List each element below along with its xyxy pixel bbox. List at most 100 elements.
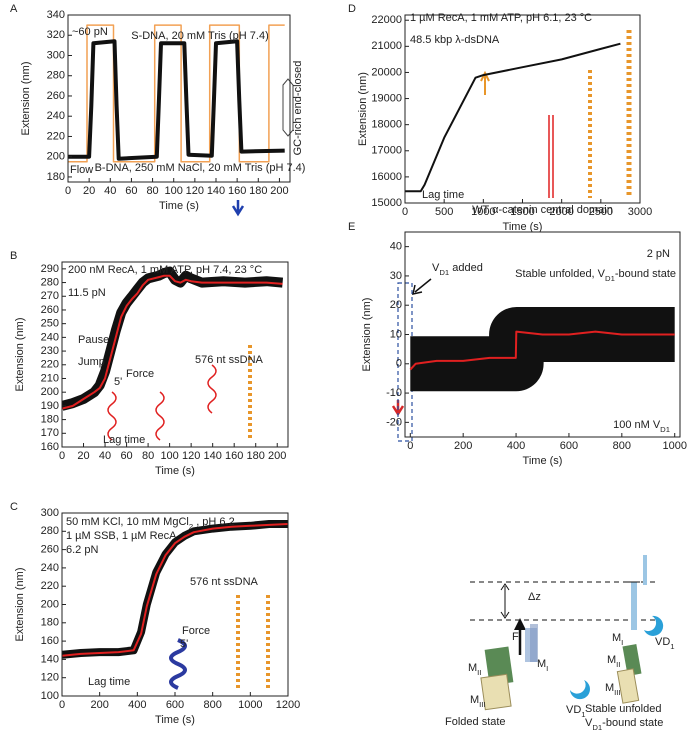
annotation: 100 nM VD1 (613, 419, 670, 434)
y-tick-label: 280 (47, 70, 65, 82)
annotation: 1 µM RecA, 1 mM ATP, pH 6.1, 23 °C (410, 12, 592, 24)
plot-area (405, 307, 675, 392)
annotation: Lag time (422, 189, 464, 201)
diagram-label-part: M (537, 658, 546, 670)
y-tick-label: -20 (386, 416, 402, 428)
chart-title: WT α-catenin central domain (472, 204, 613, 216)
annotation: 11.5 pN (68, 287, 106, 299)
x-tick-label: 180 (247, 450, 265, 462)
y-tick-label: 280 (41, 525, 59, 537)
annotation: 5' (180, 638, 188, 650)
annotation-part: , pH 6.2 (193, 516, 235, 528)
x-axis-label: Time (s) (155, 714, 195, 726)
y-tick-label: 180 (41, 617, 59, 629)
x-tick-label: 1000 (238, 699, 262, 711)
diagram-label-part: -bound state (602, 717, 663, 729)
diagram-label: VD1 (655, 636, 675, 651)
diagram-label-part: M (468, 662, 477, 674)
x-tick-label: 200 (90, 699, 108, 711)
x-tick-label: 500 (435, 206, 453, 218)
annotation: 1 µM SSB, 1 µM RecA (66, 530, 177, 542)
annotation: 50 mM KCl, 10 mM MgCl2 , pH 6.2 (66, 516, 235, 531)
panel-label: E (348, 221, 355, 233)
diagram-label: MIII (470, 694, 486, 709)
x-tick-label: 0 (59, 450, 65, 462)
annotation: Flow (70, 164, 93, 176)
x-axis-label: Time (s) (155, 465, 195, 477)
x-tick-label: 60 (125, 185, 137, 197)
diagram-label-part: V (585, 717, 593, 729)
y-tick-label: 220 (47, 130, 65, 142)
annotation: 576 nt ssDNA (195, 354, 264, 366)
y-tick-label: 240 (41, 562, 59, 574)
x-tick-label: 400 (507, 440, 525, 452)
y-tick-label: 16000 (371, 171, 402, 183)
diagram-label: Stable unfolded (585, 703, 661, 715)
annotation: Force (182, 625, 210, 637)
y-tick-label: 30 (390, 270, 402, 282)
x-tick-label: 140 (203, 450, 221, 462)
x-tick-label: 120 (186, 185, 204, 197)
y-tick-label: 240 (47, 110, 65, 122)
diagram-label-part: III (614, 688, 620, 697)
x-tick-label: 600 (166, 699, 184, 711)
x-tick-label: 0 (59, 699, 65, 711)
y-tick-label: 120 (41, 672, 59, 684)
x-axis-label: Time (s) (159, 200, 199, 212)
annotation: Stable unfolded, VD1-bound state (515, 268, 676, 283)
x-tick-label: 40 (104, 185, 116, 197)
y-tick-label: 180 (47, 171, 65, 183)
x-tick-label: 600 (560, 440, 578, 452)
diagram-label-part: III (479, 700, 485, 709)
y-tick-label: -10 (386, 387, 402, 399)
diagram-label-part: M (607, 654, 616, 666)
diagram-label: MI (537, 658, 548, 673)
x-tick-label: 1000 (662, 440, 686, 452)
panel-label: C (10, 501, 18, 513)
y-tick-label: 22000 (371, 14, 402, 26)
annotation: 5' (114, 376, 122, 388)
y-tick-label: 260 (41, 544, 59, 556)
y-tick-label: 300 (41, 507, 59, 519)
annotation-part: added (449, 262, 483, 274)
y-tick-label: 260 (41, 304, 59, 316)
y-tick-label: 260 (47, 90, 65, 102)
diagram-label: Δz (528, 591, 541, 603)
annotation-part: D1 (605, 274, 615, 283)
y-tick-label: 320 (47, 29, 65, 41)
x-tick-label: 60 (120, 450, 132, 462)
diagram-label-part: VD (566, 704, 581, 716)
y-tick-label: 170 (41, 427, 59, 439)
y-tick-label: 200 (41, 386, 59, 398)
x-tick-label: 0 (407, 440, 413, 452)
x-tick-label: 1200 (276, 699, 300, 711)
cartoons (107, 30, 632, 690)
series-line (68, 24, 285, 163)
series-line (62, 274, 283, 410)
series-line (409, 330, 675, 371)
x-tick-label: 200 (268, 450, 286, 462)
y-tick-label: 160 (41, 441, 59, 453)
x-tick-label: 100 (160, 450, 178, 462)
y-tick-label: 180 (41, 413, 59, 425)
x-tick-label: 1500 (510, 206, 534, 218)
annotation: 2 pN (647, 248, 670, 260)
axes-frame (67, 14, 291, 183)
annotation-part: -bound state (615, 268, 676, 280)
plot-area (68, 24, 285, 163)
y-tick-label: 230 (41, 345, 59, 357)
annotation-part: 2 (189, 522, 193, 531)
diagram-label: MI (612, 632, 623, 647)
x-axis-label: Time (s) (523, 455, 563, 467)
series-line (405, 42, 621, 193)
diagram-label-part: VD (655, 636, 670, 648)
y-tick-label: 0 (396, 358, 402, 370)
y-axis-label: Extension (nm) (357, 72, 369, 146)
y-tick-label: 200 (41, 598, 59, 610)
annotation: 48.5 kbp λ-dsDNA (410, 34, 500, 46)
annotation: Force (126, 368, 154, 380)
y-axis-label: Extension (nm) (20, 62, 32, 136)
diagram-label-part: I (546, 664, 548, 673)
annotation: GC-rich end-closed (292, 61, 304, 156)
diagram-label-part: II (477, 668, 481, 677)
